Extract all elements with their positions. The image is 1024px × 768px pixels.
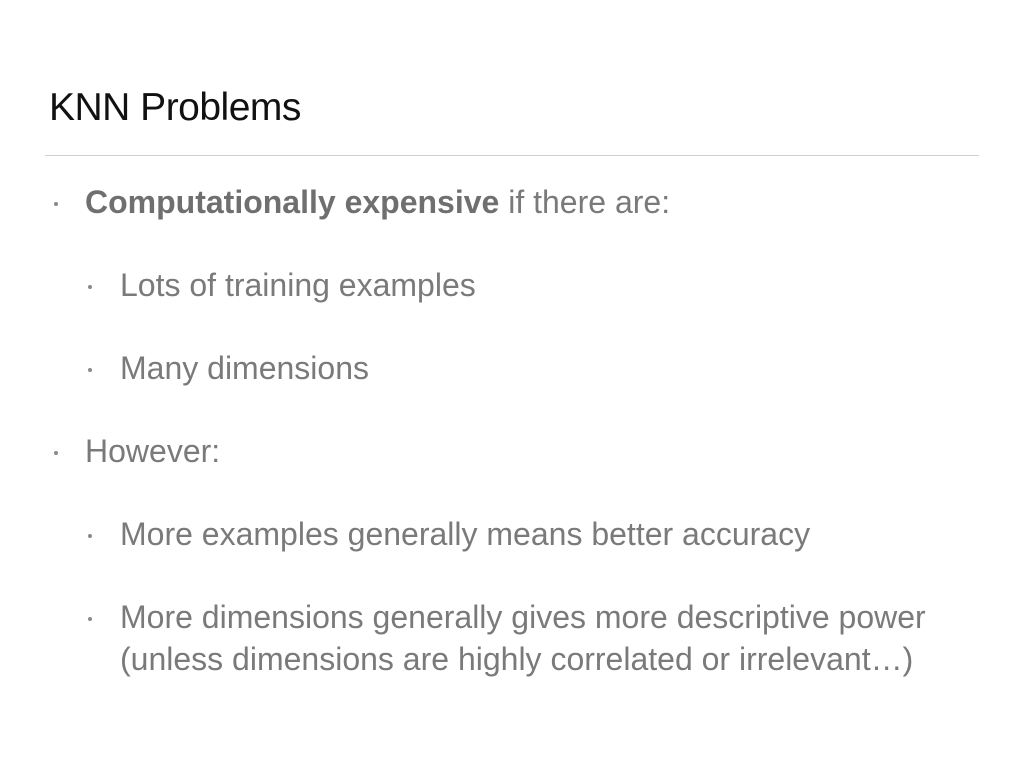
bullet-item: Computationally expensive if there are: [85, 181, 670, 223]
sub-bullet-dot [88, 285, 92, 289]
bullet-item: However: [85, 433, 221, 469]
sub-bullet-item: More examples generally means better acc… [120, 516, 811, 552]
sub-bullet-line: More dimensions generally gives more des… [120, 599, 926, 635]
sub-bullet-line: (unless dimensions are highly correlated… [120, 641, 914, 677]
sub-bullet-item: Many dimensions [120, 350, 369, 386]
sub-bullet-dot [88, 368, 92, 372]
sub-bullet-dot [88, 534, 92, 538]
bullet-dot [54, 451, 58, 455]
bullet-text: if there are: [499, 184, 671, 220]
bullet-dot [54, 202, 58, 206]
bullet-bold-text: Computationally expensive [85, 184, 500, 220]
sub-bullet-dot [88, 617, 92, 621]
sub-bullet-item: More dimensions generally gives more des… [120, 596, 990, 680]
sub-bullet-item: Lots of training examples [120, 267, 476, 303]
slide-title: KNN Problems [49, 86, 301, 129]
title-divider [45, 155, 979, 156]
